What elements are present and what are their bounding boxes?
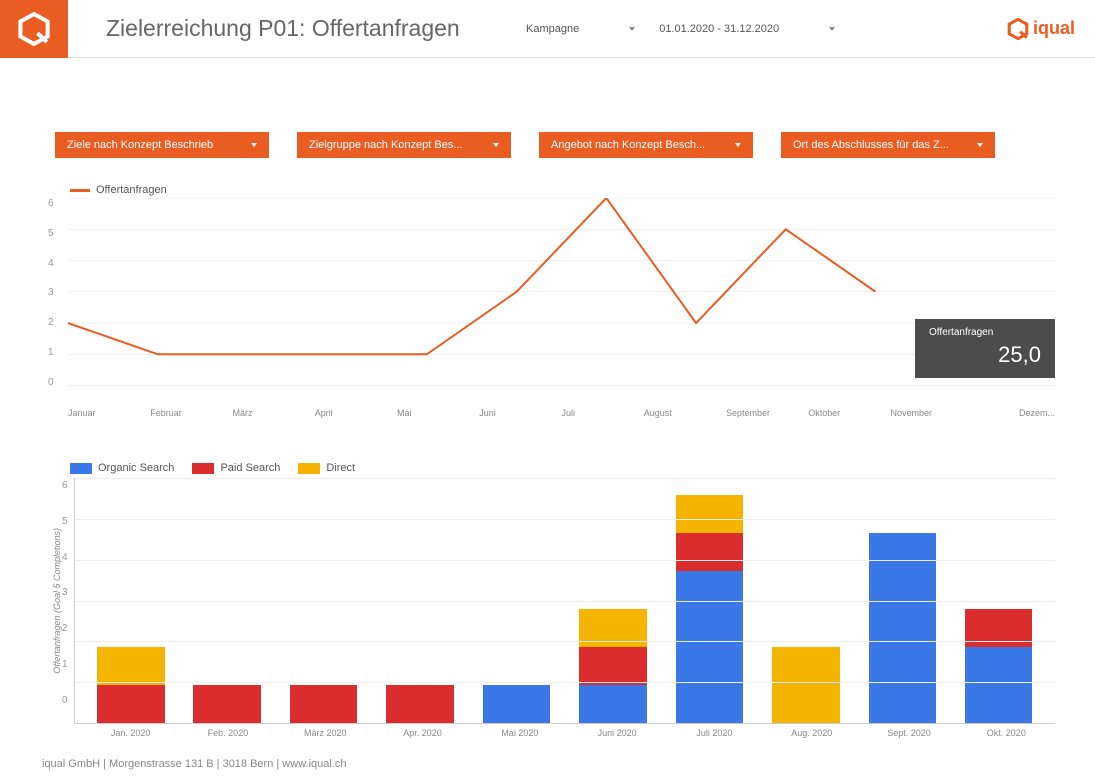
logo-box [0,0,68,58]
filter-label: Angebot nach Konzept Besch... [551,139,705,151]
x-tick-label: Juli [562,408,644,418]
x-tick-label: Apr. 2020 [374,728,471,738]
header: Zielerreichung P01: Offertanfragen Kampa… [0,0,1095,58]
chevron-down-icon [977,143,983,147]
legend-item: Organic Search [70,462,174,474]
chevron-down-icon [629,27,635,31]
legend-label: Paid Search [220,462,280,474]
legend-swatch [70,463,92,474]
bar-plot [74,478,1055,724]
bar-chart: Offertanfragen (Goal 5 Completions) 6543… [48,478,1055,724]
line-chart-area: Offertanfragen 6543210 Offertanfragen 25… [0,158,1095,418]
x-tick-label: Januar [68,408,150,418]
filter-button-2[interactable]: Angebot nach Konzept Besch... [539,132,753,158]
filter-button-3[interactable]: Ort des Abschlusses für das Z... [781,132,995,158]
x-tick-label: Februar [150,408,232,418]
brand-text: iqual [1033,18,1075,39]
x-tick-label: Mai 2020 [471,728,568,738]
x-tick-label: März [233,408,315,418]
y-axis-ticks: 6543210 [48,198,54,388]
campaign-dropdown[interactable]: Kampagne [526,23,635,35]
x-tick-label: Mai [397,408,479,418]
gridlines [75,478,1055,723]
y-axis-label: Offertanfragen (Goal 5 Completions) [48,528,62,674]
x-tick-label: November [891,408,973,418]
x-tick-label: Juni 2020 [568,728,665,738]
line-chart-svg [68,198,1055,386]
legend-item: Paid Search [192,462,280,474]
hexagon-q-icon [17,12,51,46]
x-tick-label: Jan. 2020 [82,728,179,738]
bar-y-ticks: 6543210 [62,478,68,724]
x-tick-label: Aug. 2020 [763,728,860,738]
bar-x-labels: Jan. 2020Feb. 2020März 2020Apr. 2020Mai … [48,728,1055,738]
hexagon-q-icon [1007,18,1029,40]
filter-button-1[interactable]: Zielgruppe nach Konzept Bes... [297,132,511,158]
chevron-down-icon [829,27,835,31]
bar-chart-area: Organic Search Paid Search Direct Offertan… [0,462,1095,738]
x-axis-labels: JanuarFebruarMärzAprilMaiJuniJuliAugustS… [48,408,1055,418]
x-tick-label: Juli 2020 [666,728,763,738]
x-tick-label: Feb. 2020 [179,728,276,738]
x-tick-label: September [726,408,808,418]
legend-swatch [70,189,90,192]
filter-row: Ziele nach Konzept Beschrieb Zielgruppe n… [0,132,1095,158]
x-tick-label: August [644,408,726,418]
legend-label: Direct [326,462,355,474]
legend-label: Organic Search [98,462,174,474]
x-tick-label: Okt. 2020 [958,728,1055,738]
line-legend: Offertanfragen [70,184,1055,196]
chevron-down-icon [735,143,741,147]
filter-label: Ziele nach Konzept Beschrieb [67,139,213,151]
tooltip-label: Offertanfragen [929,327,1041,338]
tooltip-value: 25,0 [929,342,1041,368]
campaign-label: Kampagne [526,23,579,35]
legend-swatch [192,463,214,474]
legend-swatch [298,463,320,474]
header-filters: Kampagne 01.01.2020 - 31.12.2020 [526,23,835,35]
x-tick-label: Juni [479,408,561,418]
x-tick-label: April [315,408,397,418]
daterange-dropdown[interactable]: 01.01.2020 - 31.12.2020 [659,23,835,35]
x-tick-label: Dezem... [973,408,1055,418]
footer-text: iqual GmbH | Morgenstrasse 131 B | 3018 … [42,758,347,770]
filter-label: Ort des Abschlusses für das Z... [793,139,949,151]
legend-label: Offertanfragen [96,184,167,196]
chevron-down-icon [251,143,257,147]
line-chart: 6543210 Offertanfragen 25,0 [48,198,1055,408]
chevron-down-icon [493,143,499,147]
bar-legend: Organic Search Paid Search Direct [70,462,1055,474]
brand-logo: iqual [1007,18,1075,40]
x-tick-label: Oktober [808,408,890,418]
legend-item: Direct [298,462,355,474]
x-tick-label: Sept. 2020 [860,728,957,738]
x-tick-label: März 2020 [277,728,374,738]
filter-button-0[interactable]: Ziele nach Konzept Beschrieb [55,132,269,158]
chart-tooltip: Offertanfragen 25,0 [915,319,1055,378]
filter-label: Zielgruppe nach Konzept Bes... [309,139,462,151]
daterange-value: 01.01.2020 - 31.12.2020 [659,23,779,35]
page-title: Zielerreichung P01: Offertanfragen [106,15,526,42]
